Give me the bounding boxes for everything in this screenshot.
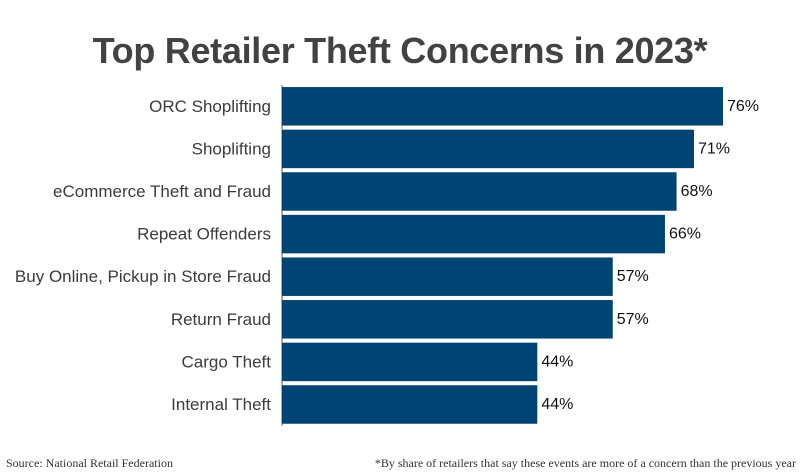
bar-5 <box>282 300 613 339</box>
chart-title: Top Retailer Theft Concerns in 2023* <box>92 30 708 71</box>
footnote: *By share of retailers that say these ev… <box>374 456 796 470</box>
value-label: 68% <box>681 183 713 200</box>
bar-3 <box>282 214 665 254</box>
bar-6 <box>282 342 538 382</box>
source-note: Source: National Retail Federation <box>6 456 173 470</box>
bar-1 <box>282 129 694 169</box>
value-label: 44% <box>541 396 573 413</box>
category-label: eCommerce Theft and Fraud <box>53 182 271 201</box>
category-label: Internal Theft <box>171 395 271 414</box>
category-label: Return Fraud <box>171 310 271 329</box>
bar-0 <box>282 87 723 126</box>
category-label: Repeat Offenders <box>137 225 271 244</box>
bar-series: ORC Shoplifting 76% Shoplifting 71% eCommerc… <box>15 87 759 424</box>
value-label: 57% <box>617 268 649 285</box>
category-label: Shoplifting <box>192 139 271 158</box>
bar-2 <box>282 172 677 211</box>
category-label: Buy Online, Pickup in Store Fraud <box>15 267 271 286</box>
category-label: Cargo Theft <box>182 352 272 371</box>
bar-7 <box>282 385 538 424</box>
value-label: 76% <box>727 98 759 115</box>
value-label: 71% <box>698 140 730 157</box>
value-label: 57% <box>617 311 649 328</box>
bar-4 <box>282 257 613 296</box>
value-label: 66% <box>669 226 701 243</box>
value-label: 44% <box>541 353 573 370</box>
category-label: ORC Shoplifting <box>149 97 271 116</box>
